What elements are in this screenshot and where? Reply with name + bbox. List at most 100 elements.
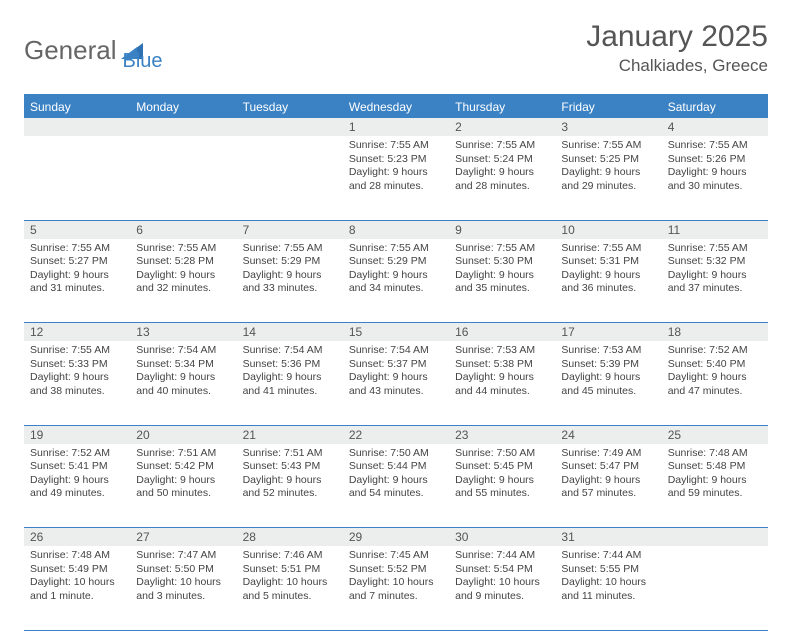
day-info-line: Daylight: 10 hours and 7 minutes. bbox=[349, 576, 443, 603]
day-cell bbox=[130, 136, 236, 220]
day-info-line: Sunset: 5:28 PM bbox=[136, 255, 230, 269]
logo-text-1: General bbox=[24, 35, 117, 66]
day-body: Sunrise: 7:55 AMSunset: 5:26 PMDaylight:… bbox=[662, 136, 768, 197]
day-number-row: 1234 bbox=[24, 118, 768, 136]
day-info-line: Sunset: 5:38 PM bbox=[455, 358, 549, 372]
day-info-line: Daylight: 9 hours and 30 minutes. bbox=[668, 166, 762, 193]
day-info-line: Daylight: 9 hours and 50 minutes. bbox=[136, 474, 230, 501]
day-header: Saturday bbox=[662, 95, 768, 118]
day-cell bbox=[237, 136, 343, 220]
day-cell: Sunrise: 7:55 AMSunset: 5:30 PMDaylight:… bbox=[449, 239, 555, 323]
day-body: Sunrise: 7:55 AMSunset: 5:29 PMDaylight:… bbox=[343, 239, 449, 300]
week-body-row: Sunrise: 7:55 AMSunset: 5:27 PMDaylight:… bbox=[24, 239, 768, 323]
day-info-line: Sunrise: 7:45 AM bbox=[349, 549, 443, 563]
day-cell: Sunrise: 7:47 AMSunset: 5:50 PMDaylight:… bbox=[130, 546, 236, 630]
day-cell: Sunrise: 7:54 AMSunset: 5:36 PMDaylight:… bbox=[237, 341, 343, 425]
day-info-line: Daylight: 9 hours and 49 minutes. bbox=[30, 474, 124, 501]
day-info-line: Sunrise: 7:52 AM bbox=[668, 344, 762, 358]
day-cell: Sunrise: 7:52 AMSunset: 5:41 PMDaylight:… bbox=[24, 444, 130, 528]
day-header: Friday bbox=[555, 95, 661, 118]
day-cell: Sunrise: 7:55 AMSunset: 5:31 PMDaylight:… bbox=[555, 239, 661, 323]
day-number-row: 12131415161718 bbox=[24, 323, 768, 342]
day-info-line: Sunrise: 7:51 AM bbox=[243, 447, 337, 461]
day-body: Sunrise: 7:55 AMSunset: 5:23 PMDaylight:… bbox=[343, 136, 449, 197]
day-cell: Sunrise: 7:52 AMSunset: 5:40 PMDaylight:… bbox=[662, 341, 768, 425]
day-body: Sunrise: 7:50 AMSunset: 5:45 PMDaylight:… bbox=[449, 444, 555, 505]
day-number: 15 bbox=[343, 323, 449, 342]
day-cell: Sunrise: 7:55 AMSunset: 5:29 PMDaylight:… bbox=[343, 239, 449, 323]
day-info-line: Sunset: 5:31 PM bbox=[561, 255, 655, 269]
day-info-line: Daylight: 9 hours and 57 minutes. bbox=[561, 474, 655, 501]
day-info-line: Sunset: 5:33 PM bbox=[30, 358, 124, 372]
day-info-line: Sunrise: 7:44 AM bbox=[561, 549, 655, 563]
day-cell: Sunrise: 7:54 AMSunset: 5:34 PMDaylight:… bbox=[130, 341, 236, 425]
day-cell: Sunrise: 7:48 AMSunset: 5:49 PMDaylight:… bbox=[24, 546, 130, 630]
day-header: Tuesday bbox=[237, 95, 343, 118]
day-body: Sunrise: 7:55 AMSunset: 5:33 PMDaylight:… bbox=[24, 341, 130, 402]
day-body bbox=[24, 136, 130, 142]
day-info-line: Daylight: 9 hours and 44 minutes. bbox=[455, 371, 549, 398]
day-body: Sunrise: 7:44 AMSunset: 5:54 PMDaylight:… bbox=[449, 546, 555, 607]
day-info-line: Sunset: 5:55 PM bbox=[561, 563, 655, 577]
day-info-line: Sunset: 5:43 PM bbox=[243, 460, 337, 474]
day-number: 7 bbox=[237, 220, 343, 239]
day-info-line: Sunset: 5:47 PM bbox=[561, 460, 655, 474]
day-header: Wednesday bbox=[343, 95, 449, 118]
day-body: Sunrise: 7:44 AMSunset: 5:55 PMDaylight:… bbox=[555, 546, 661, 607]
day-info-line: Sunrise: 7:55 AM bbox=[668, 242, 762, 256]
day-body: Sunrise: 7:55 AMSunset: 5:28 PMDaylight:… bbox=[130, 239, 236, 300]
day-number: 20 bbox=[130, 425, 236, 444]
day-body: Sunrise: 7:51 AMSunset: 5:43 PMDaylight:… bbox=[237, 444, 343, 505]
day-info-line: Sunrise: 7:55 AM bbox=[30, 344, 124, 358]
day-body: Sunrise: 7:49 AMSunset: 5:47 PMDaylight:… bbox=[555, 444, 661, 505]
day-info-line: Sunset: 5:36 PM bbox=[243, 358, 337, 372]
day-number: 22 bbox=[343, 425, 449, 444]
day-body: Sunrise: 7:53 AMSunset: 5:38 PMDaylight:… bbox=[449, 341, 555, 402]
week-body-row: Sunrise: 7:48 AMSunset: 5:49 PMDaylight:… bbox=[24, 546, 768, 630]
day-info-line: Sunrise: 7:48 AM bbox=[30, 549, 124, 563]
day-number bbox=[130, 118, 236, 136]
day-number: 28 bbox=[237, 528, 343, 547]
day-info-line: Daylight: 9 hours and 47 minutes. bbox=[668, 371, 762, 398]
page-header: General Blue January 2025 Chalkiades, Gr… bbox=[24, 20, 768, 76]
day-number: 31 bbox=[555, 528, 661, 547]
day-info-line: Sunrise: 7:55 AM bbox=[561, 242, 655, 256]
day-info-line: Sunset: 5:26 PM bbox=[668, 153, 762, 167]
day-number-row: 19202122232425 bbox=[24, 425, 768, 444]
day-cell: Sunrise: 7:51 AMSunset: 5:43 PMDaylight:… bbox=[237, 444, 343, 528]
day-info-line: Daylight: 9 hours and 28 minutes. bbox=[349, 166, 443, 193]
day-info-line: Sunset: 5:29 PM bbox=[243, 255, 337, 269]
day-info-line: Sunset: 5:45 PM bbox=[455, 460, 549, 474]
day-info-line: Daylight: 9 hours and 38 minutes. bbox=[30, 371, 124, 398]
day-info-line: Sunrise: 7:51 AM bbox=[136, 447, 230, 461]
day-info-line: Sunrise: 7:50 AM bbox=[455, 447, 549, 461]
day-cell: Sunrise: 7:44 AMSunset: 5:54 PMDaylight:… bbox=[449, 546, 555, 630]
day-info-line: Sunrise: 7:55 AM bbox=[455, 242, 549, 256]
week-body-row: Sunrise: 7:55 AMSunset: 5:33 PMDaylight:… bbox=[24, 341, 768, 425]
day-number: 14 bbox=[237, 323, 343, 342]
day-number: 29 bbox=[343, 528, 449, 547]
day-info-line: Sunrise: 7:55 AM bbox=[243, 242, 337, 256]
day-number bbox=[24, 118, 130, 136]
day-number: 4 bbox=[662, 118, 768, 136]
day-info-line: Daylight: 9 hours and 45 minutes. bbox=[561, 371, 655, 398]
day-body: Sunrise: 7:45 AMSunset: 5:52 PMDaylight:… bbox=[343, 546, 449, 607]
day-info-line: Daylight: 10 hours and 1 minute. bbox=[30, 576, 124, 603]
day-info-line: Sunrise: 7:54 AM bbox=[243, 344, 337, 358]
day-header: Thursday bbox=[449, 95, 555, 118]
day-number: 21 bbox=[237, 425, 343, 444]
day-body: Sunrise: 7:52 AMSunset: 5:41 PMDaylight:… bbox=[24, 444, 130, 505]
day-info-line: Daylight: 10 hours and 11 minutes. bbox=[561, 576, 655, 603]
day-info-line: Sunset: 5:23 PM bbox=[349, 153, 443, 167]
day-header: Sunday bbox=[24, 95, 130, 118]
day-info-line: Sunrise: 7:55 AM bbox=[561, 139, 655, 153]
day-info-line: Sunrise: 7:54 AM bbox=[136, 344, 230, 358]
day-number: 3 bbox=[555, 118, 661, 136]
day-info-line: Sunset: 5:25 PM bbox=[561, 153, 655, 167]
day-number: 26 bbox=[24, 528, 130, 547]
day-info-line: Sunrise: 7:48 AM bbox=[668, 447, 762, 461]
day-number: 12 bbox=[24, 323, 130, 342]
day-info-line: Daylight: 9 hours and 55 minutes. bbox=[455, 474, 549, 501]
day-info-line: Daylight: 9 hours and 37 minutes. bbox=[668, 269, 762, 296]
day-info-line: Sunrise: 7:55 AM bbox=[668, 139, 762, 153]
